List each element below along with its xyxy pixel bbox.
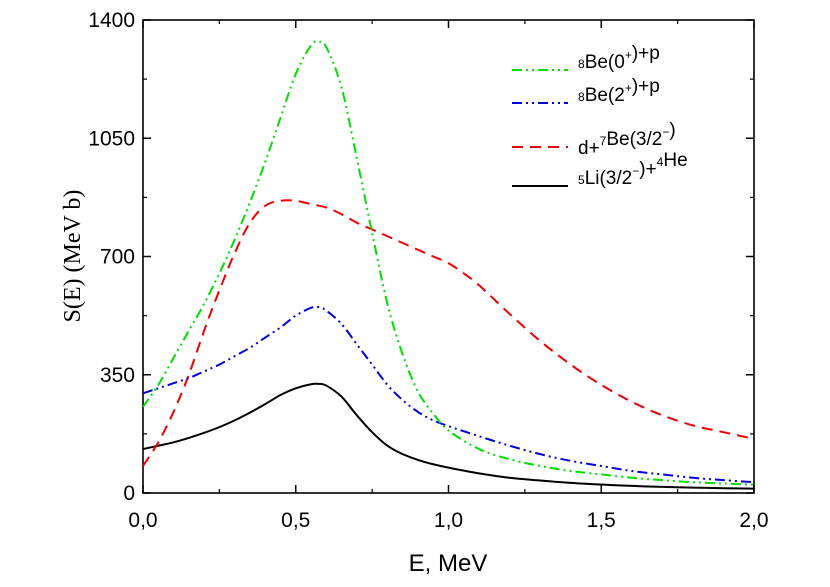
x-tick-label: 0,0 bbox=[128, 509, 157, 532]
series-line bbox=[142, 40, 755, 486]
y-tick-label: 1050 bbox=[88, 127, 135, 150]
x-tick-label: 0,5 bbox=[281, 509, 310, 532]
axis-ticks: 0,0 0,5 1,0 1,5 2,0 0 350 700 1050 1400 bbox=[88, 9, 768, 532]
series-line bbox=[142, 382, 755, 490]
series-layer bbox=[142, 40, 755, 490]
x-axis-title: E, MeV bbox=[409, 550, 488, 577]
legend-label: 5Li(3/2−)+4He bbox=[578, 150, 688, 189]
series-line bbox=[142, 305, 755, 484]
x-tick-label: 1,0 bbox=[434, 509, 463, 532]
x-tick-label: 1,5 bbox=[587, 509, 616, 532]
legend-label: d+7Be(3/2−) bbox=[578, 120, 676, 159]
legend-label: 8Be(2+)+p bbox=[578, 76, 660, 106]
y-tick-label: 700 bbox=[100, 246, 135, 269]
y-tick-label: 350 bbox=[100, 364, 135, 387]
plot-frame bbox=[142, 19, 755, 494]
x-tick-label: 2,0 bbox=[739, 509, 768, 532]
y-tick-label: 1400 bbox=[88, 9, 135, 32]
y-tick-label: 0 bbox=[123, 482, 135, 505]
y-axis-title: S(E) (MeV b) bbox=[60, 190, 86, 323]
legend-label: 8Be(0+)+p bbox=[578, 43, 660, 73]
